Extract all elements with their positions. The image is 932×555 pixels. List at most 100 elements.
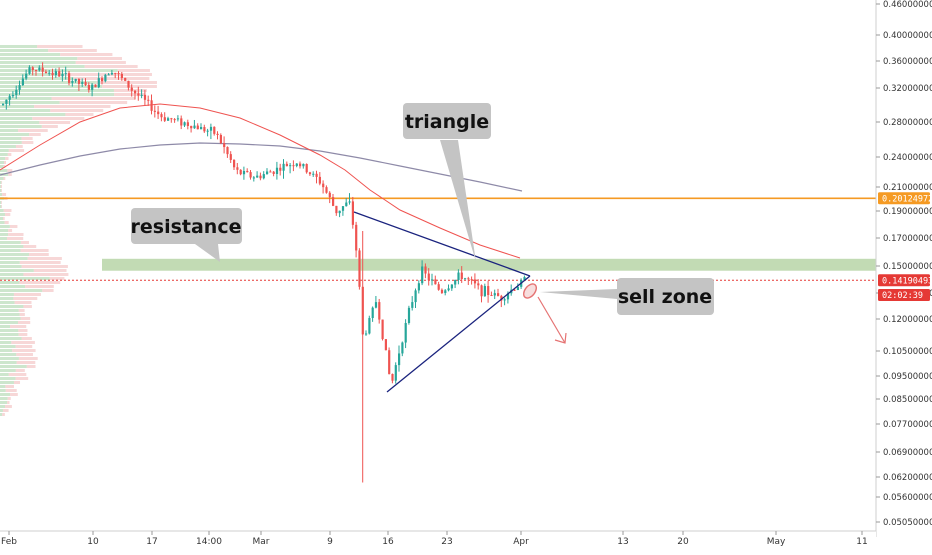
volume-bar-buy bbox=[0, 49, 48, 52]
price-tick-label: 0.28000000 bbox=[883, 118, 932, 128]
volume-bar-sell bbox=[17, 361, 36, 364]
price-tick-label: 0.06200000 bbox=[883, 473, 932, 483]
price-tick-label: 0.07700000 bbox=[883, 420, 932, 430]
volume-bar-buy bbox=[0, 181, 1, 184]
candle-body bbox=[144, 95, 146, 100]
volume-bar-sell bbox=[21, 137, 32, 140]
volume-bar-buy bbox=[0, 385, 5, 388]
candle-body bbox=[233, 160, 235, 167]
volume-bar-buy bbox=[0, 73, 64, 76]
candle-body bbox=[164, 117, 166, 120]
volume-bar-sell bbox=[16, 369, 25, 372]
candle-body bbox=[32, 67, 34, 70]
candle-body bbox=[114, 73, 116, 74]
volume-bar-sell bbox=[21, 249, 49, 252]
candle-body bbox=[451, 285, 453, 289]
candle-body bbox=[147, 100, 149, 101]
candle-body bbox=[253, 177, 255, 178]
volume-bar-buy bbox=[0, 249, 21, 252]
volume-bar-sell bbox=[8, 153, 11, 156]
candle-body bbox=[42, 68, 44, 72]
candle-body bbox=[415, 290, 417, 302]
volume-bar-buy bbox=[0, 221, 5, 224]
volume-bar-buy bbox=[0, 409, 3, 412]
price-badge-label: 0.20124972 bbox=[882, 194, 932, 204]
volume-bar-buy bbox=[0, 145, 16, 148]
volume-bar-sell bbox=[4, 161, 6, 164]
volume-bar-buy bbox=[0, 61, 76, 64]
volume-bar-sell bbox=[9, 373, 27, 376]
volume-bar-sell bbox=[22, 141, 34, 144]
time-tick-label: Feb bbox=[1, 537, 17, 547]
candle-body bbox=[467, 278, 469, 279]
volume-bar-buy bbox=[0, 401, 7, 404]
volume-bar-sell bbox=[10, 393, 18, 396]
volume-bar-buy bbox=[0, 297, 13, 300]
volume-bar-buy bbox=[0, 189, 1, 192]
candle-body bbox=[177, 118, 179, 119]
volume-bar-sell bbox=[1, 181, 2, 184]
volume-bar-buy bbox=[0, 349, 12, 352]
candle-body bbox=[81, 82, 83, 84]
candle-body bbox=[438, 284, 440, 290]
volume-bar-sell bbox=[20, 313, 25, 316]
candle-body bbox=[217, 134, 219, 135]
candle-body bbox=[283, 164, 285, 171]
candle-body bbox=[256, 176, 258, 178]
candle-body bbox=[134, 91, 136, 94]
volume-bar-sell bbox=[19, 357, 38, 360]
volume-bar-buy bbox=[0, 121, 39, 124]
candle-body bbox=[45, 72, 47, 73]
volume-bar-sell bbox=[16, 345, 33, 348]
volume-bar-sell bbox=[5, 385, 14, 388]
volume-bar-sell bbox=[42, 289, 53, 292]
volume-bar-buy bbox=[0, 377, 16, 380]
candle-body bbox=[484, 286, 486, 296]
candle-body bbox=[203, 127, 205, 131]
volume-bar-sell bbox=[9, 149, 24, 152]
candle-body bbox=[388, 350, 390, 374]
volume-bar-sell bbox=[14, 381, 20, 384]
candle-body bbox=[292, 165, 294, 166]
time-tick-label: 23 bbox=[441, 537, 452, 547]
volume-bar-sell bbox=[10, 225, 18, 228]
volume-bar-buy bbox=[0, 381, 14, 384]
candle-body bbox=[395, 365, 397, 381]
candle-body bbox=[309, 172, 311, 174]
candle-body bbox=[408, 308, 410, 323]
candle-body bbox=[428, 274, 430, 281]
candle-body bbox=[111, 73, 113, 74]
volume-bar-buy bbox=[0, 245, 23, 248]
candle-body bbox=[101, 78, 103, 81]
candle-body bbox=[349, 201, 351, 202]
volume-bar-buy bbox=[0, 405, 5, 408]
volume-bar-buy bbox=[0, 265, 22, 268]
volume-bar-sell bbox=[48, 49, 97, 52]
time-tick-label: 9 bbox=[327, 537, 333, 547]
volume-bar-buy bbox=[0, 133, 29, 136]
candle-body bbox=[434, 279, 436, 284]
volume-bar-sell bbox=[28, 257, 62, 260]
candle-body bbox=[441, 290, 443, 293]
volume-bar-buy bbox=[0, 269, 34, 272]
volume-bar-sell bbox=[3, 217, 5, 220]
volume-bar-sell bbox=[3, 177, 5, 180]
volume-bar-sell bbox=[8, 229, 12, 232]
time-axis[interactable]: Feb 10 17 14:00 Mar 9 16 23 Apr 13 20 May 11 bbox=[0, 531, 876, 550]
candle-body bbox=[385, 339, 387, 350]
price-tick-label: 0.06900000 bbox=[883, 448, 932, 458]
candle-body bbox=[236, 167, 238, 170]
candle-body bbox=[398, 353, 400, 365]
volume-bar-sell bbox=[118, 69, 150, 72]
candle-body bbox=[444, 290, 446, 293]
volume-bar-buy bbox=[0, 213, 5, 216]
volume-bar-sell bbox=[18, 329, 27, 332]
candle-body bbox=[52, 73, 54, 75]
candle-body bbox=[131, 88, 133, 91]
candle-body bbox=[464, 278, 466, 279]
axis-corner bbox=[876, 537, 932, 550]
volume-bar-buy bbox=[0, 137, 21, 140]
candle-body bbox=[35, 70, 37, 71]
